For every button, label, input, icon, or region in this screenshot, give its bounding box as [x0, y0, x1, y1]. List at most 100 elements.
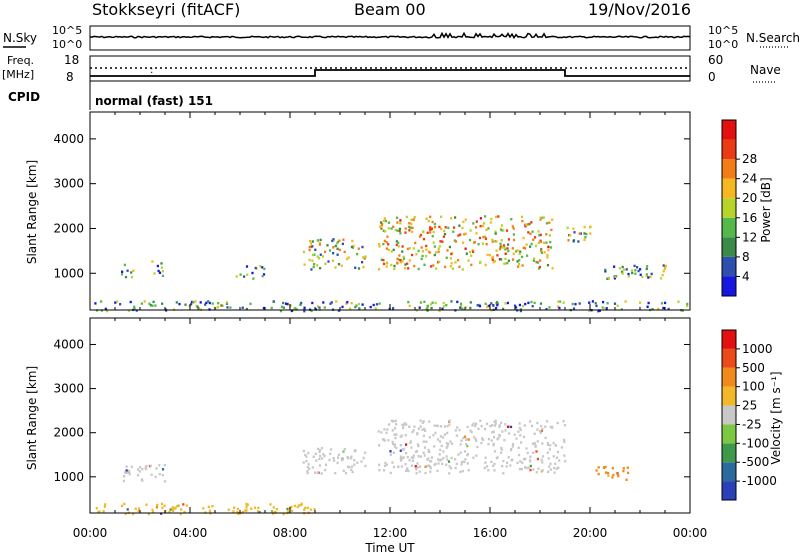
range-cell [447, 442, 450, 446]
range-cell [156, 503, 159, 507]
range-cell [450, 262, 453, 265]
range-cell [363, 257, 366, 260]
power-panel: 1000 2000 3000 4000 Slant Range [km] 4 8 12 16… [25, 111, 773, 313]
range-cell [488, 254, 491, 257]
range-cell [392, 307, 395, 310]
range-cell [534, 244, 538, 248]
range-cell [452, 230, 455, 233]
range-cell [621, 270, 624, 274]
colorbar-tick-label: 500 [742, 361, 765, 375]
range-cell [509, 448, 513, 452]
range-cell [470, 254, 473, 257]
range-cell [438, 225, 441, 229]
velocity-colorbar-label: Velocity [m s⁻¹] [769, 371, 783, 464]
range-cell [496, 304, 499, 307]
range-cell [282, 301, 285, 305]
colorbar-segment [722, 367, 736, 387]
range-cell [500, 448, 503, 451]
range-cell [395, 423, 398, 426]
range-cell [337, 453, 340, 457]
range-cell [235, 275, 238, 278]
range-cell [532, 259, 535, 262]
range-cell [534, 445, 537, 448]
range-cell [446, 431, 449, 435]
colorbar-tick-label: 4 [742, 269, 750, 283]
range-cell [491, 255, 494, 258]
range-cell [316, 305, 319, 308]
range-cell [438, 245, 441, 248]
range-cell [385, 431, 388, 434]
range-cell [552, 441, 555, 445]
range-cell [544, 425, 547, 428]
range-cell [639, 273, 642, 276]
range-cell [148, 302, 151, 305]
range-cell [532, 468, 535, 471]
range-cell [393, 443, 396, 446]
range-cell [524, 466, 527, 469]
range-cell [548, 221, 551, 224]
range-cell [430, 306, 433, 310]
range-cell [647, 276, 650, 279]
range-cell [300, 502, 303, 505]
range-cell [533, 442, 536, 445]
range-cell [439, 425, 442, 428]
range-cell [549, 240, 552, 244]
range-cell [390, 250, 393, 253]
colorbar-tick-label: 16 [742, 211, 757, 225]
range-cell [437, 462, 440, 465]
range-cell [387, 439, 390, 442]
range-cell [311, 301, 314, 305]
range-cell [500, 421, 503, 424]
range-cell [484, 461, 487, 464]
range-cell [342, 238, 345, 241]
range-cell [364, 464, 367, 468]
range-cell [280, 305, 283, 308]
range-cell [205, 301, 208, 304]
range-cell [530, 300, 533, 304]
range-cell [421, 428, 424, 431]
range-cell [272, 506, 275, 509]
range-cell [275, 508, 278, 511]
range-cell [490, 217, 493, 221]
range-cell [476, 445, 479, 449]
ytick-label: 3000 [53, 382, 84, 396]
range-cell [251, 271, 254, 275]
range-cell [548, 465, 551, 468]
range-cell [236, 507, 240, 511]
colorbar-segment [722, 443, 736, 463]
range-cell [158, 473, 161, 476]
range-cell [472, 222, 475, 225]
range-cell [473, 436, 476, 439]
range-cell [519, 250, 522, 253]
range-cell [646, 265, 649, 268]
range-cell [399, 459, 403, 462]
range-cell [232, 510, 235, 513]
range-cell [356, 252, 359, 256]
range-cell [574, 303, 577, 306]
range-cell [273, 510, 277, 514]
range-cell [521, 264, 524, 267]
range-cell [392, 451, 395, 454]
range-cell [334, 266, 337, 269]
range-cell [429, 303, 433, 306]
range-cell [466, 444, 469, 448]
range-cell [539, 240, 542, 243]
range-cell [378, 245, 381, 248]
range-cell [515, 437, 518, 440]
range-cell [560, 446, 563, 449]
range-cell [245, 265, 249, 268]
range-cell [137, 509, 140, 513]
range-cell [123, 475, 126, 478]
range-cell [396, 221, 399, 224]
range-cell [482, 235, 485, 239]
range-cell [395, 433, 398, 436]
range-cell [660, 277, 663, 280]
range-cell [446, 424, 449, 428]
range-cell [329, 452, 332, 456]
date-title: 19/Nov/2016 [588, 0, 691, 19]
range-cell [202, 507, 205, 510]
range-cell [636, 266, 639, 269]
range-cell [336, 253, 339, 256]
range-cell [319, 238, 322, 242]
range-cell [415, 253, 418, 256]
